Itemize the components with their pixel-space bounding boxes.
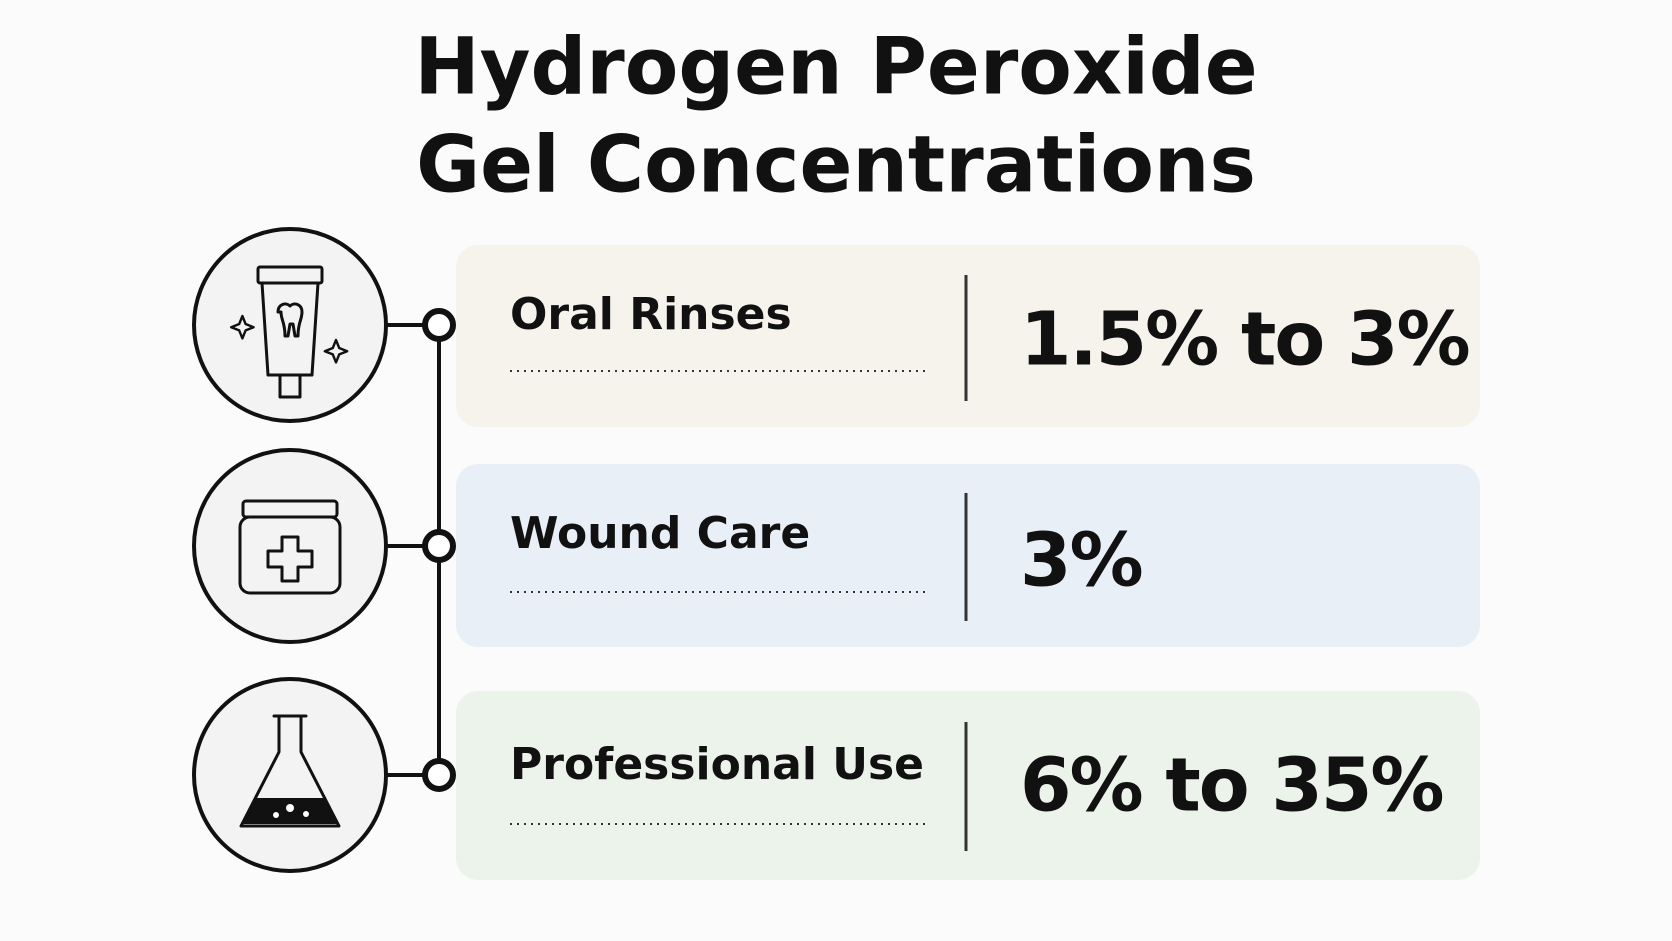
row-value: 1.5% to 3%: [1020, 297, 1469, 383]
row-node: [192, 677, 456, 873]
row-label: Professional Use: [510, 739, 924, 790]
row-node: [192, 227, 456, 423]
row-value: 6% to 35%: [1020, 743, 1443, 829]
row: Oral Rinses 1.5% to 3%: [510, 275, 1471, 401]
row-panel: [456, 691, 1480, 880]
row-label: Oral Rinses: [510, 289, 792, 340]
row: Professional Use 6% to 35%: [510, 722, 1445, 851]
row-value: 3%: [1020, 518, 1142, 604]
title-line: Hydrogen Peroxide: [414, 22, 1257, 112]
row-panel: [456, 464, 1480, 647]
row-label: Wound Care: [510, 508, 810, 559]
tube-icon: [230, 265, 349, 399]
jar-icon: [238, 499, 342, 595]
row: Wound Care 3%: [510, 493, 1144, 621]
flask-icon: [239, 714, 341, 828]
row-panel: [456, 245, 1480, 427]
row-node: [192, 448, 456, 644]
title-line: Gel Concentrations: [416, 120, 1256, 210]
